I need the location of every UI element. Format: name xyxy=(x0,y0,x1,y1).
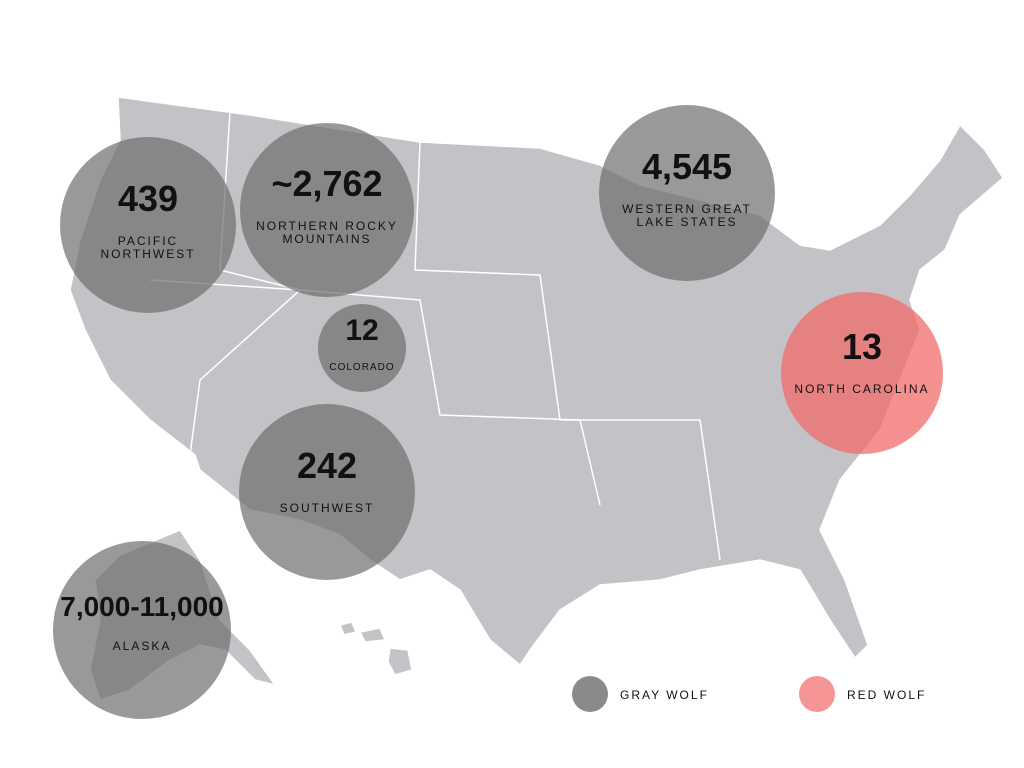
legend-swatch xyxy=(799,676,835,712)
region-name: WESTERN GREAT LAKE STATES xyxy=(622,202,752,229)
hawaii xyxy=(358,627,387,643)
region-name: ALASKA xyxy=(113,639,172,653)
region-count: 7,000-11,000 xyxy=(60,591,224,622)
region-circle xyxy=(599,105,775,281)
region-count: 13 xyxy=(842,326,882,367)
region-circle xyxy=(318,304,406,392)
legend: GRAY WOLF RED WOLF xyxy=(572,676,926,712)
state-lines xyxy=(149,279,302,456)
region-count: 12 xyxy=(345,314,378,347)
region-name: NORTHERN ROCKY MOUNTAINS xyxy=(256,219,398,246)
region-circle xyxy=(781,292,943,454)
region-circle xyxy=(239,404,415,580)
region-circle xyxy=(240,123,414,297)
region-name: SOUTHWEST xyxy=(280,501,375,515)
legend-swatch xyxy=(572,676,608,712)
region-count: 242 xyxy=(297,445,357,486)
region-name: NORTH CAROLINA xyxy=(794,382,929,396)
region-circle xyxy=(53,541,231,719)
legend-label: RED WOLF xyxy=(847,688,926,702)
hawaii xyxy=(387,647,413,676)
hawaii xyxy=(338,621,358,636)
regions: 439 PACIFIC NORTHWEST ~2,762 NORTHERN ROCKY M… xyxy=(53,105,943,719)
region-name: PACIFIC NORTHWEST xyxy=(100,234,195,261)
legend-label: GRAY WOLF xyxy=(620,688,709,702)
region-name: COLORADO xyxy=(329,362,394,373)
region-circle xyxy=(60,137,236,313)
region-count: 4,545 xyxy=(642,146,732,187)
state-lines xyxy=(414,141,721,561)
region-count: 439 xyxy=(118,178,178,219)
region-count: ~2,762 xyxy=(271,163,382,204)
